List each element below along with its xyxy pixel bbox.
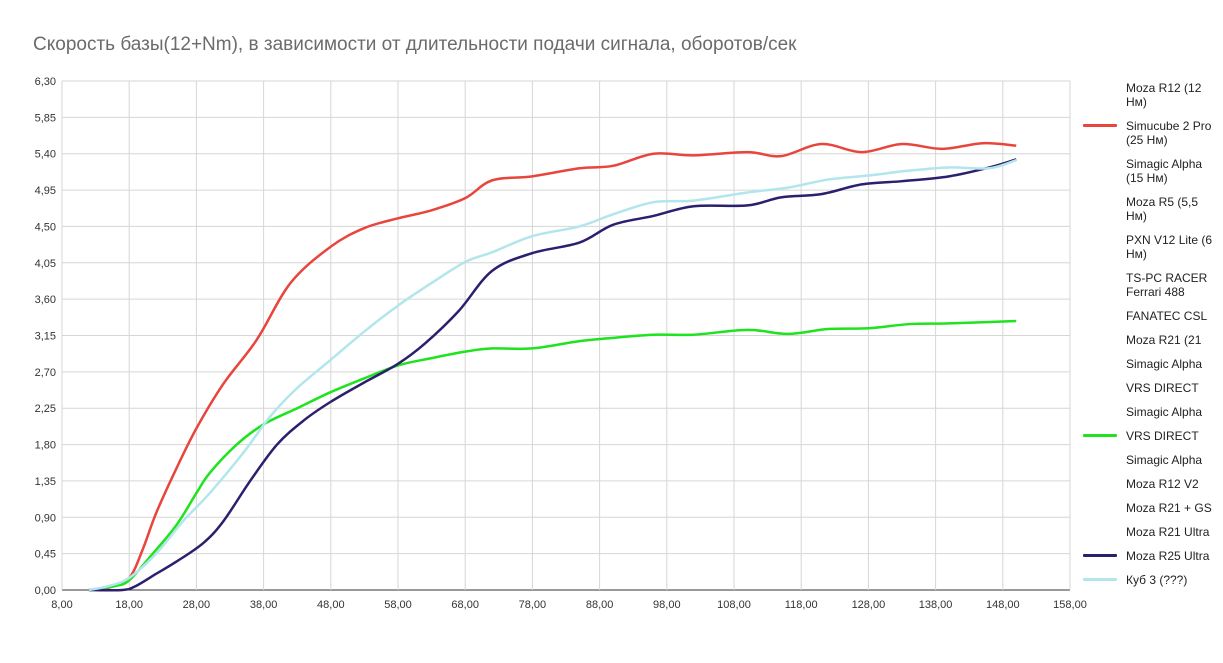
y-tick-label: 1,35 (35, 476, 56, 488)
legend-item: Moza R12 (12 Нм) (1083, 81, 1218, 109)
legend-marker (1083, 506, 1117, 509)
legend-item: Moza R21 (21 (1083, 333, 1218, 347)
legend-item: Куб 3 (???) (1083, 573, 1218, 587)
legend-label: VRS DIRECT (1126, 429, 1199, 443)
legend-item: VRS DIRECT (1083, 381, 1218, 395)
legend-item: Moza R12 V2 (1083, 477, 1218, 491)
legend-marker (1083, 554, 1117, 557)
legend-marker (1083, 362, 1117, 365)
legend-marker (1083, 410, 1117, 413)
legend-label: VRS DIRECT (1126, 381, 1199, 395)
y-tick-label: 5,85 (35, 112, 56, 124)
y-tick-label: 4,50 (35, 221, 56, 233)
legend-marker (1083, 530, 1117, 533)
legend-marker (1083, 314, 1117, 317)
x-tick-label: 38,00 (250, 599, 278, 611)
legend-label: Simagic Alpha (1126, 405, 1203, 419)
y-tick-label: 4,05 (35, 258, 56, 270)
legend-label: Simucube 2 Pro (25 Нм) (1126, 119, 1212, 147)
legend-label: PXN V12 Lite (6 Нм) (1126, 233, 1213, 261)
legend-label: Moza R21 (21 (1126, 333, 1202, 347)
legend-item: Simucube 2 Pro (25 Нм) (1083, 119, 1218, 147)
legend-item: VRS DIRECT (1083, 429, 1218, 443)
y-tick-label: 1,80 (35, 440, 56, 452)
y-tick-label: 5,40 (35, 149, 56, 161)
series-line (88, 158, 1017, 592)
series-line (88, 158, 1017, 592)
legend-item: Moza R21 Ultra (1083, 525, 1218, 539)
legend-marker (1083, 434, 1117, 437)
legend-item: Moza R21 + GS (1083, 501, 1218, 515)
legend-marker (1083, 458, 1117, 461)
y-tick-label: 0,90 (35, 512, 56, 524)
legend-marker (1083, 162, 1117, 165)
y-tick-label: 3,60 (35, 294, 56, 306)
legend-marker (1083, 124, 1117, 127)
legend-label: FANATEC CSL (1126, 309, 1208, 323)
y-tick-label: 0,45 (35, 549, 56, 561)
legend-item: TS-PC RACER Ferrari 488 (1083, 271, 1218, 299)
legend-label: Simagic Alpha (15 Нм) (1126, 157, 1203, 185)
legend-marker (1083, 338, 1117, 341)
x-tick-label: 88,00 (586, 599, 614, 611)
x-tick-label: 58,00 (384, 599, 412, 611)
legend-label: Moza R5 (5,5 Нм) (1126, 195, 1199, 223)
x-tick-label: 98,00 (653, 599, 681, 611)
legend-item: PXN V12 Lite (6 Нм) (1083, 233, 1218, 261)
legend-marker (1083, 386, 1117, 389)
x-tick-label: 128,00 (852, 599, 886, 611)
legend-label: Куб 3 (???) (1126, 573, 1188, 587)
legend-label: Moza R21 + GS (1126, 501, 1212, 515)
legend-item: Simagic Alpha (1083, 357, 1218, 371)
legend-label: Moza R21 Ultra (1126, 525, 1210, 539)
y-tick-label: 0,00 (35, 585, 56, 597)
x-tick-label: 108,00 (717, 599, 751, 611)
y-tick-label: 3,15 (35, 331, 56, 343)
legend-marker (1083, 200, 1117, 203)
legend-label: Moza R12 V2 (1126, 477, 1199, 491)
legend-label: Moza R12 (12 Нм) (1126, 81, 1202, 109)
x-tick-label: 118,00 (785, 599, 818, 611)
x-tick-label: 158,00 (1053, 599, 1087, 611)
legend-label: Simagic Alpha (1126, 453, 1203, 467)
legend-label: Moza R25 Ultra (1126, 549, 1210, 563)
x-tick-label: 8,00 (51, 599, 72, 611)
legend-item: Moza R25 Ultra (1083, 549, 1218, 563)
chart-title: Скорость базы(12+Nm), в зависимости от д… (33, 34, 797, 55)
legend-marker (1083, 482, 1117, 485)
series-line (88, 141, 1017, 592)
legend-marker (1083, 238, 1117, 241)
x-tick-label: 138,00 (919, 599, 953, 611)
x-tick-label: 28,00 (183, 599, 211, 611)
legend-item: Simagic Alpha (1083, 453, 1218, 467)
y-tick-label: 6,30 (35, 76, 56, 88)
legend-label: Simagic Alpha (1126, 357, 1203, 371)
x-tick-label: 78,00 (519, 599, 547, 611)
legend-item: FANATEC CSL (1083, 309, 1218, 323)
legend-label: TS-PC RACER Ferrari 488 (1126, 271, 1208, 299)
y-tick-label: 2,25 (35, 403, 56, 415)
legend-item: Simagic Alpha (1083, 405, 1218, 419)
legend-marker (1083, 276, 1117, 279)
x-tick-label: 148,00 (986, 599, 1020, 611)
x-tick-label: 18,00 (115, 599, 143, 611)
legend-marker (1083, 86, 1117, 89)
x-tick-label: 68,00 (451, 599, 479, 611)
series-line (88, 319, 1017, 592)
legend: Moza R12 (12 Нм) Simucube 2 Pro (25 Нм) Si… (1083, 81, 1218, 597)
legend-marker (1083, 578, 1117, 581)
legend-item: Simagic Alpha (15 Нм) (1083, 157, 1218, 185)
legend-item: Moza R5 (5,5 Нм) (1083, 195, 1218, 223)
x-tick-label: 48,00 (317, 599, 345, 611)
y-tick-label: 4,95 (35, 185, 56, 197)
y-tick-label: 2,70 (35, 367, 56, 379)
